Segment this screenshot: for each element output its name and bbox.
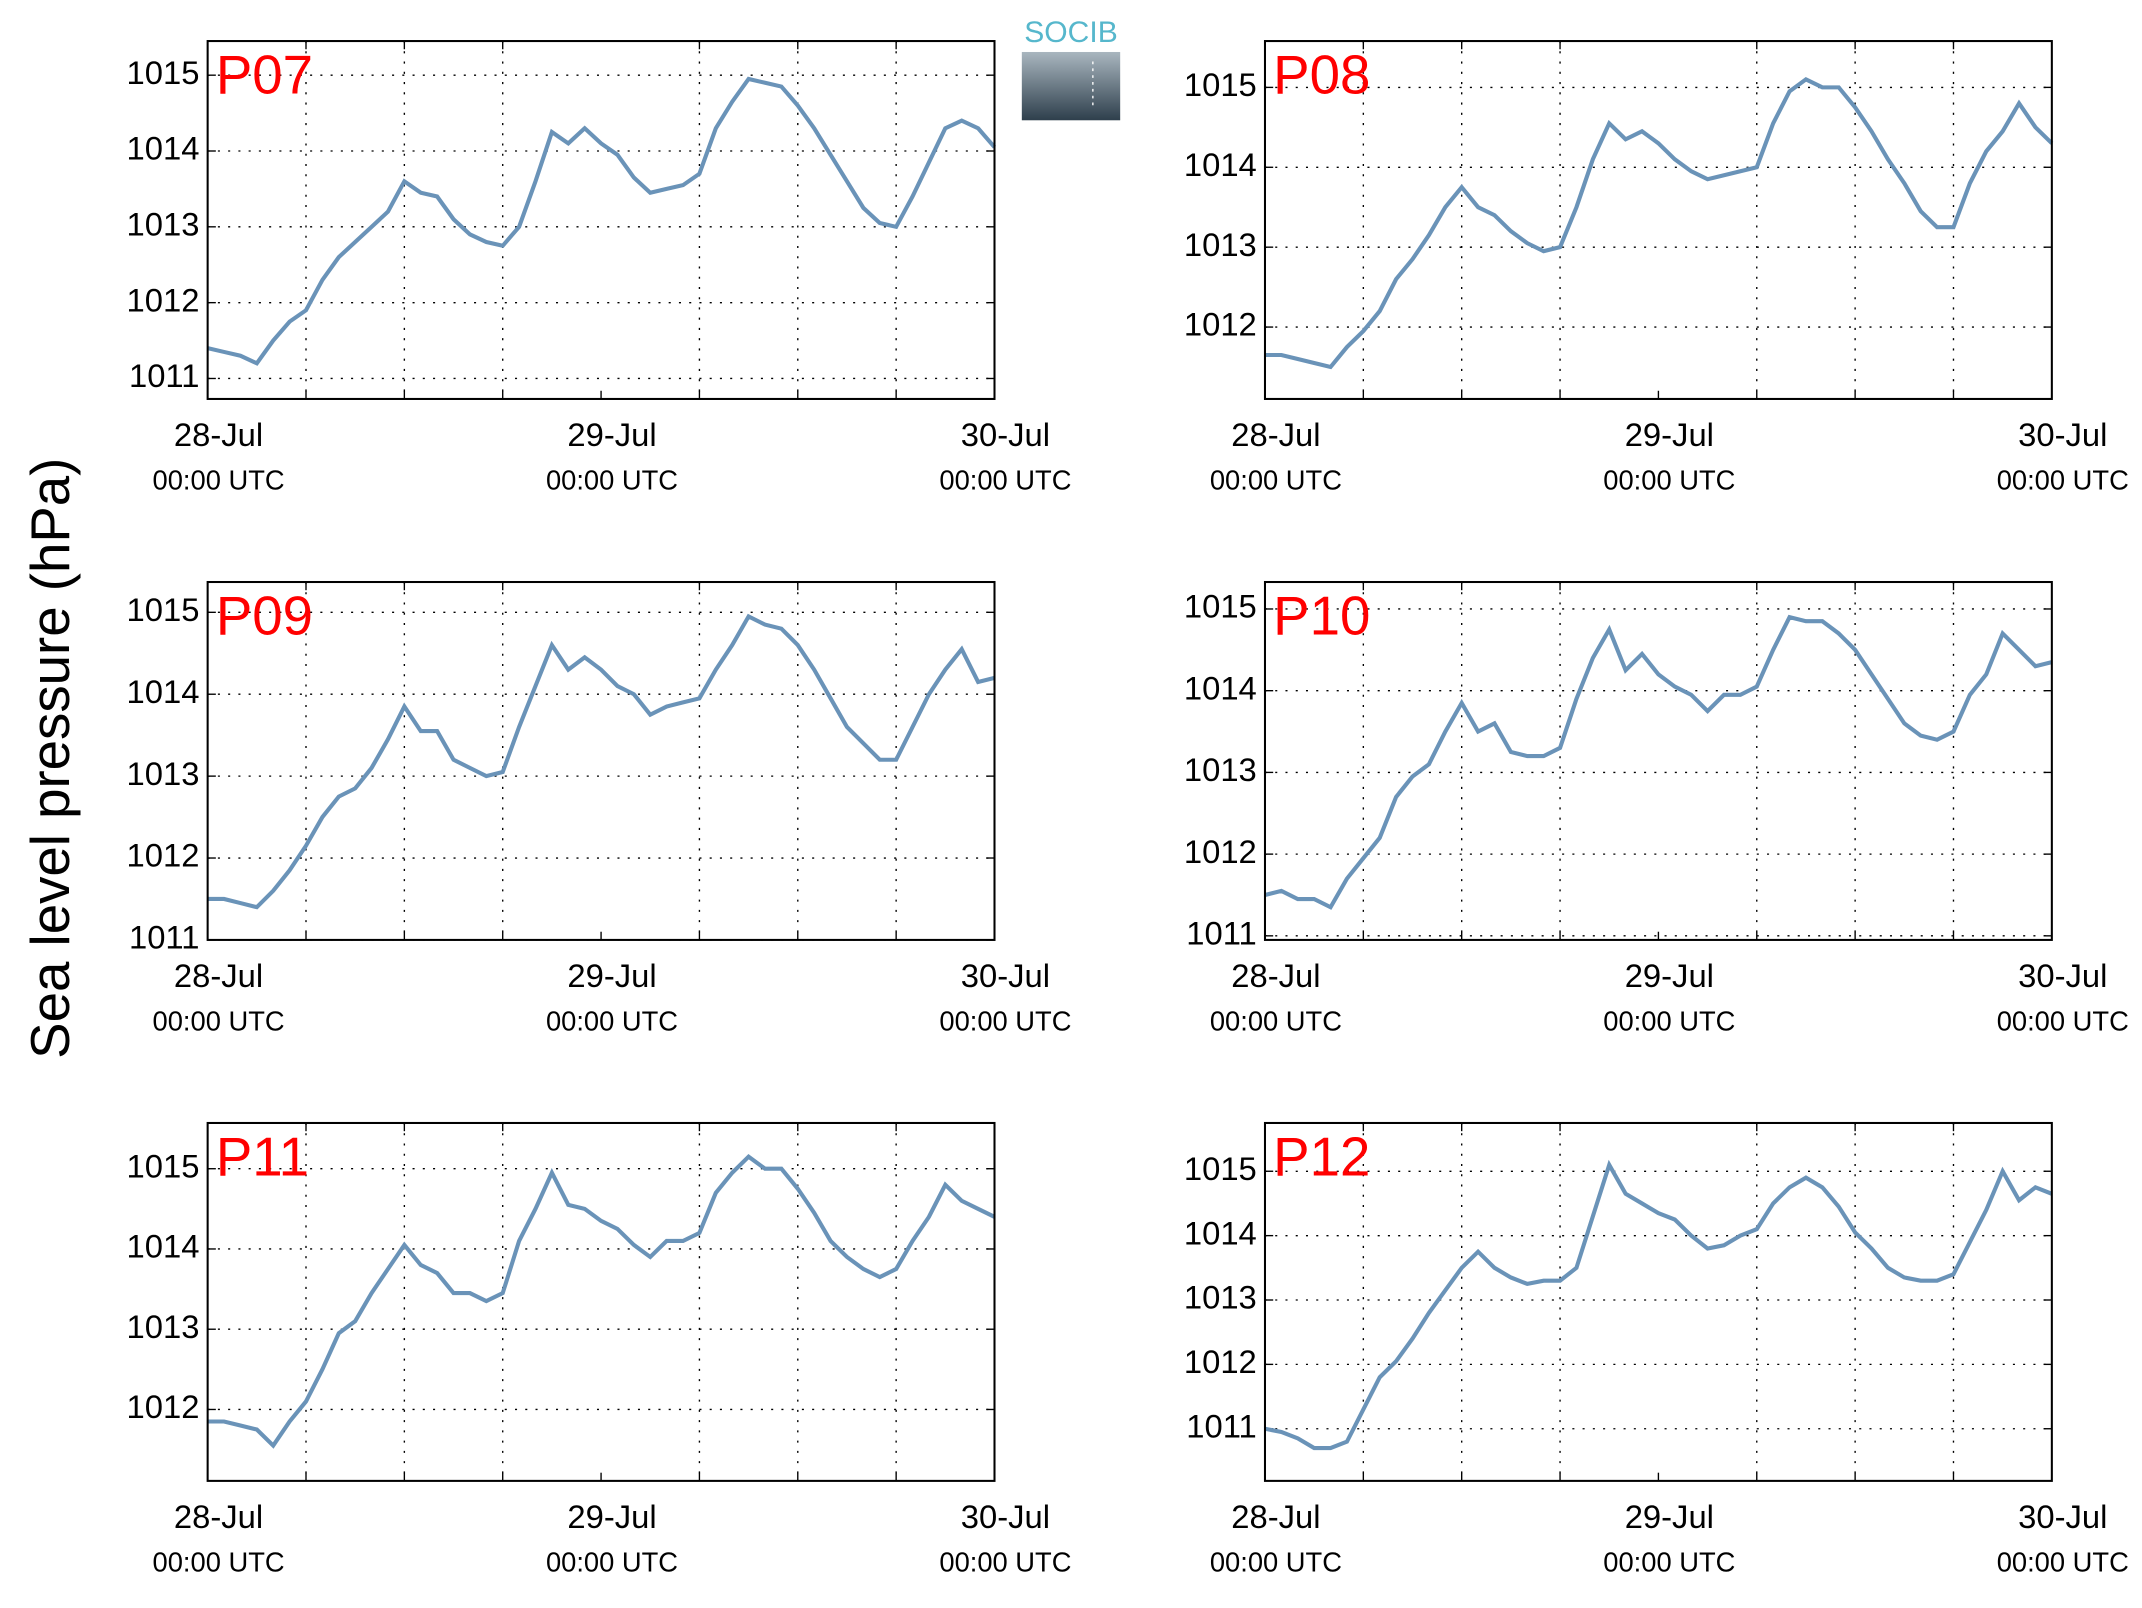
y-tick-label: 1012 [1184,833,1257,870]
y-tick-label: 1014 [1184,1214,1257,1251]
x-tick-sublabel: 00:00 UTC [153,1546,285,1577]
y-tick-label: 1012 [127,1388,200,1425]
y-tick-label: 1012 [127,281,200,318]
y-tick-label: 1013 [1184,751,1257,788]
x-tick-sublabel: 00:00 UTC [939,465,1071,496]
y-tick-label: 1015 [127,54,200,91]
data-line [1264,614,2053,910]
x-tick-sublabel: 00:00 UTC [546,1546,678,1577]
panel: 1011 1012 1013 1014 1015 28-Jul 00:00 UTC 29-Ju… [1184,1121,2129,1577]
y-tick-label: 1012 [1184,1343,1257,1380]
x-tick-sublabel: 00:00 UTC [1997,465,2129,496]
data-line [1264,1159,2053,1451]
x-tick-label: 28-Jul [1231,957,1320,994]
x-tick-label: 29-Jul [567,1498,656,1535]
y-tick-label: 1015 [127,1147,200,1184]
x-tick-sublabel: 00:00 UTC [1603,1546,1735,1577]
plot-frame [206,40,996,400]
y-tick-label: 1014 [1184,669,1257,706]
panel: 1011 1012 1013 1014 1015 28-Jul 00:00 UTC 29-Ju… [127,40,1071,496]
x-tick-sublabel: 00:00 UTC [1997,1005,2129,1036]
data-line [207,1153,996,1449]
x-tick-label: 29-Jul [567,957,656,994]
y-tick-label: 1011 [129,357,199,394]
x-tick-label: 29-Jul [1625,957,1714,994]
x-tick-label: 30-Jul [2018,416,2107,453]
panel: 1012 1013 1014 1015 28-Jul 00:00 UTC 29-Jul 00:… [127,1121,1071,1577]
y-tick-label: 1015 [1184,1150,1257,1187]
x-tick-sublabel: 00:00 UTC [1210,1005,1342,1036]
x-tick-sublabel: 00:00 UTC [1603,1005,1735,1036]
y-tick-label: 1015 [1184,66,1257,103]
y-tick-label: 1011 [1186,1407,1256,1444]
y-axis-label: Sea level pressure (hPa) [20,458,81,1059]
x-tick-label: 29-Jul [1625,1498,1714,1535]
x-tick-label: 28-Jul [174,957,263,994]
y-tick-label: 1012 [127,837,200,874]
x-tick-label: 29-Jul [567,416,656,453]
y-tick-label: 1011 [1186,914,1256,951]
plot-frame [206,580,996,941]
plot-frame [1263,40,2053,400]
y-tick-label: 1015 [1184,588,1257,625]
panel-title: P09 [216,586,313,647]
plot-frame [1263,1121,2053,1482]
y-tick-label: 1014 [127,1228,200,1265]
panel: 1012 1013 1014 1015 28-Jul 00:00 UTC 29-Jul 00:… [1184,40,2129,496]
x-tick-sublabel: 00:00 UTC [939,1546,1071,1577]
data-line [1264,77,2054,370]
y-tick-label: 1013 [127,755,200,792]
y-tick-label: 1013 [127,205,200,242]
y-tick-label: 1012 [1184,306,1257,343]
x-tick-sublabel: 00:00 UTC [546,465,678,496]
plot-frame [1263,580,2053,941]
y-tick-label: 1015 [127,591,200,628]
panel-title: P08 [1273,45,1370,106]
x-tick-label: 30-Jul [961,416,1050,453]
data-line [207,76,997,366]
y-tick-label: 1013 [1184,1279,1257,1316]
data-line [207,613,995,910]
y-tick-label: 1013 [127,1308,200,1345]
x-tick-sublabel: 00:00 UTC [939,1005,1071,1036]
panel-title: P12 [1273,1127,1370,1188]
x-tick-sublabel: 00:00 UTC [153,465,285,496]
logo: SOCIB [1021,16,1121,121]
x-tick-sublabel: 00:00 UTC [1997,1546,2129,1577]
logo-text: SOCIB [1024,16,1118,49]
y-tick-label: 1014 [1184,146,1257,183]
x-tick-label: 28-Jul [174,1498,263,1535]
x-tick-label: 30-Jul [961,1498,1050,1535]
panel: 1011 1012 1013 1014 1015 28-Jul 00:00 UTC 29-Ju… [1184,580,2129,1036]
x-tick-label: 28-Jul [1231,1498,1320,1535]
x-tick-label: 30-Jul [961,957,1050,994]
panel-title: P07 [216,45,313,106]
x-tick-sublabel: 00:00 UTC [153,1005,285,1036]
x-tick-label: 30-Jul [2018,957,2107,994]
y-tick-label: 1014 [127,673,200,710]
panel: 1011 1012 1013 1014 1015 28-Jul 00:00 UTC 29-Ju… [127,580,1071,1036]
x-tick-sublabel: 00:00 UTC [1210,465,1342,496]
y-tick-label: 1011 [129,919,199,956]
x-tick-label: 29-Jul [1625,416,1714,453]
y-tick-label: 1013 [1184,226,1257,263]
x-tick-sublabel: 00:00 UTC [1603,465,1735,496]
logo-box [1021,51,1121,121]
plot-frame [206,1121,996,1482]
panel-title: P10 [1273,586,1370,647]
x-tick-label: 28-Jul [174,416,263,453]
x-tick-label: 30-Jul [2018,1498,2107,1535]
x-tick-label: 28-Jul [1231,416,1320,453]
y-tick-label: 1014 [127,130,200,167]
panel-title: P11 [216,1127,309,1188]
x-tick-sublabel: 00:00 UTC [546,1005,678,1036]
x-tick-sublabel: 00:00 UTC [1210,1546,1342,1577]
